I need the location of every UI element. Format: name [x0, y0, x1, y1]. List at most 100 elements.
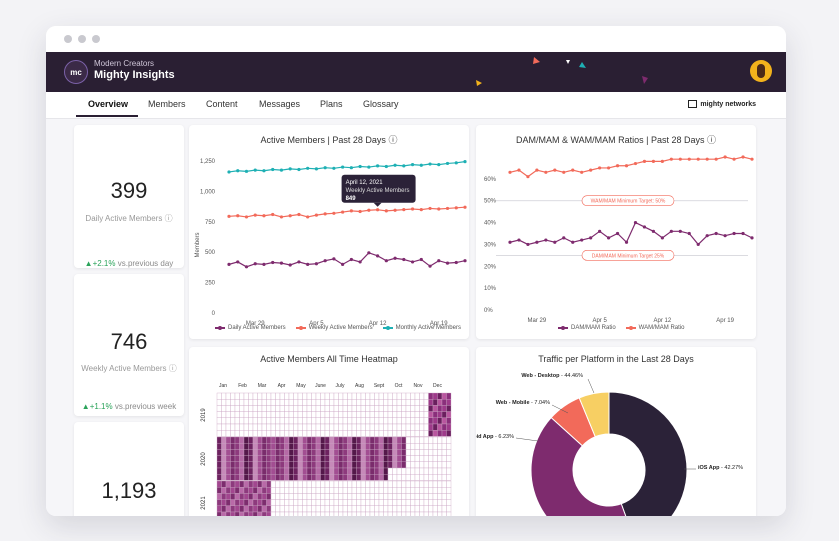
heatmap-cell: [446, 430, 452, 437]
heatmap-cell: [293, 474, 299, 481]
heatmap-cell: [266, 430, 272, 437]
donut-leader: [587, 378, 595, 394]
data-point: [705, 157, 709, 161]
heatmap-cell: [234, 487, 240, 494]
heatmap-cell: [306, 467, 312, 475]
legend-monthly[interactable]: Monthly Active Members: [382, 325, 461, 331]
heatmap-cell: [437, 461, 443, 469]
data-point: [463, 259, 467, 263]
heatmap-cell: [306, 499, 312, 506]
heatmap-cell: [392, 467, 398, 475]
info-icon[interactable]: ⓘ: [707, 135, 717, 145]
heatmap-cell: [279, 449, 285, 456]
heatmap-cell: [284, 487, 290, 494]
heatmap-cell: [329, 411, 335, 418]
heatmap-cell: [347, 493, 353, 500]
heatmap-cell: [324, 467, 330, 475]
info-icon[interactable]: ⓘ: [164, 214, 173, 223]
heatmap-cell: [261, 455, 267, 462]
legend-dam-mam[interactable]: DAM/MAM Ratio: [558, 325, 616, 331]
heatmap-cell: [432, 405, 438, 412]
tab-members[interactable]: Members: [148, 99, 186, 109]
heatmap-cell: [383, 480, 389, 488]
legend-weekly[interactable]: Weekly Active Members: [295, 325, 373, 331]
tab-overview[interactable]: Overview: [88, 99, 129, 109]
tab-glossary[interactable]: Glossary: [363, 99, 399, 109]
heatmap-cell: [351, 399, 357, 406]
window-dot-minimize[interactable]: [78, 35, 86, 43]
heatmap-cell: [378, 467, 384, 475]
heatmap-cell: [284, 443, 290, 450]
heatmap-cell: [315, 455, 321, 462]
heatmap-cell: [311, 443, 317, 450]
heatmap-cell: [293, 405, 299, 412]
heatmap-cell: [401, 505, 407, 513]
heatmap-cell: [392, 511, 398, 516]
heatmap-cell: [297, 405, 303, 412]
heatmap-cell: [441, 499, 447, 506]
heatmap-cell: [302, 493, 308, 500]
heatmap-cell: [338, 467, 344, 475]
heatmap-cell: [356, 467, 362, 475]
heatmap-cell: [419, 436, 425, 444]
heatmap-cell: [432, 436, 438, 444]
heatmap-cell: [239, 423, 245, 431]
heatmap-cell: [441, 399, 447, 406]
legend-wam-mam[interactable]: WAM/MAM Ratio: [625, 325, 684, 331]
heatmap-cell: [446, 474, 452, 481]
x-tick-label: Mar 29: [246, 321, 265, 327]
heatmap-cell: [221, 399, 227, 406]
org-logo[interactable]: mc: [64, 60, 88, 84]
legend-daily[interactable]: Daily Active Members: [215, 325, 286, 331]
heatmap-cell: [248, 487, 254, 494]
user-avatar[interactable]: [750, 60, 772, 82]
heatmap-cell: [437, 511, 443, 516]
kpi-change: ▲+2.1% vs.previous day: [74, 259, 184, 268]
heatmap-cell: [266, 417, 272, 425]
data-point: [262, 214, 266, 218]
heatmap-cell: [383, 399, 389, 406]
y-tick-label: 1,000: [200, 189, 216, 195]
heatmap-cell: [225, 480, 231, 488]
heatmap-cell: [432, 505, 438, 513]
heatmap-cell: [329, 461, 335, 469]
heatmap-cell: [302, 467, 308, 475]
heatmap-cell: [320, 430, 326, 437]
heatmap-cell: [365, 480, 371, 488]
heatmap-cell: [293, 467, 299, 475]
tab-messages[interactable]: Messages: [259, 99, 301, 109]
info-icon[interactable]: ⓘ: [388, 135, 398, 145]
heatmap-cell: [216, 405, 222, 412]
window-dot-maximize[interactable]: [92, 35, 100, 43]
heatmap-cell: [387, 399, 393, 406]
heatmap-cell: [360, 455, 366, 462]
heatmap-cell: [234, 430, 240, 437]
heatmap-cell: [275, 430, 281, 437]
tab-plans[interactable]: Plans: [320, 99, 343, 109]
heatmap-cell: [230, 480, 236, 488]
tab-content[interactable]: Content: [206, 99, 238, 109]
heatmap-cell: [401, 474, 407, 481]
heatmap-cell: [432, 411, 438, 418]
info-icon[interactable]: ⓘ: [168, 364, 177, 373]
heatmap-cell: [243, 430, 249, 437]
heatmap-cell: [383, 443, 389, 450]
heatmap-cell: [306, 487, 312, 494]
heatmap-cell: [347, 499, 353, 506]
heatmap-cell: [329, 405, 335, 412]
heatmap-cell: [360, 487, 366, 494]
heatmap-cell: [383, 493, 389, 500]
heatmap-cell: [266, 455, 272, 462]
heatmap-cell: [441, 455, 447, 462]
heatmap-cell: [446, 436, 452, 444]
heatmap-cell: [419, 480, 425, 488]
window-dot-close[interactable]: [64, 35, 72, 43]
heatmap-cell: [329, 392, 335, 400]
heatmap-cell: [405, 487, 411, 494]
heatmap-cell: [270, 467, 276, 475]
heatmap-cell: [342, 405, 348, 412]
heatmap-cell: [302, 405, 308, 412]
heatmap-cell: [428, 436, 434, 444]
heatmap-cell: [320, 405, 326, 412]
heatmap-cell: [311, 455, 317, 462]
